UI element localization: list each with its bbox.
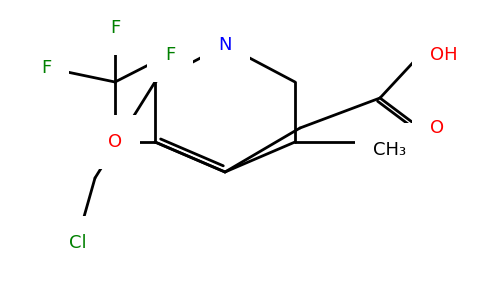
Text: O: O (108, 133, 122, 151)
Text: Cl: Cl (69, 234, 87, 252)
Text: OH: OH (430, 46, 458, 64)
Text: N: N (218, 36, 232, 54)
Text: CH₃: CH₃ (373, 141, 406, 159)
Text: O: O (430, 119, 444, 137)
Text: F: F (41, 59, 51, 77)
Text: F: F (110, 19, 120, 37)
Text: F: F (165, 46, 175, 64)
